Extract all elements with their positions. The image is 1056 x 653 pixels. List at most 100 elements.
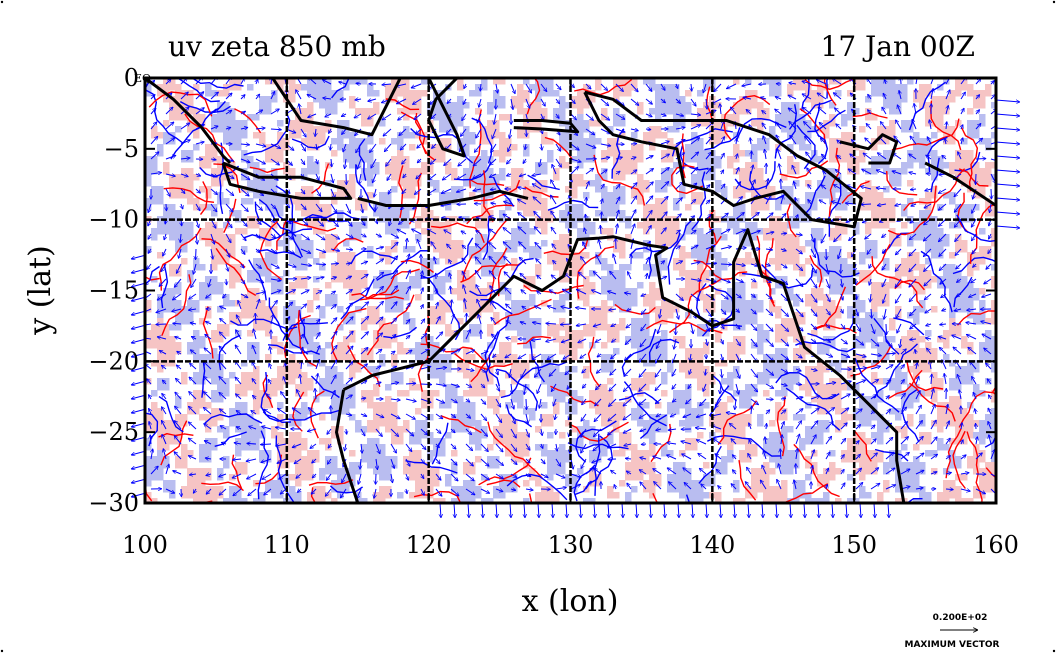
- vorticity-cell: [595, 120, 602, 127]
- vorticity-cell: [211, 330, 218, 337]
- vorticity-cell: [541, 90, 548, 97]
- vorticity-cell: [667, 168, 674, 175]
- vorticity-cell: [223, 426, 230, 433]
- vorticity-cell: [247, 180, 254, 187]
- vorticity-cell: [823, 120, 830, 127]
- vorticity-cell: [499, 258, 506, 265]
- vorticity-cell: [799, 84, 806, 91]
- vorticity-cell: [679, 186, 686, 193]
- vorticity-cell: [307, 456, 314, 463]
- vorticity-cell: [223, 108, 230, 115]
- vorticity-cell: [379, 138, 386, 145]
- vorticity-cell: [859, 150, 866, 157]
- vorticity-cell: [685, 348, 692, 355]
- vorticity-cell: [595, 174, 602, 181]
- vorticity-cell: [679, 108, 686, 115]
- vorticity-cell: [625, 438, 632, 445]
- vorticity-cell: [445, 252, 452, 259]
- vorticity-cell: [661, 198, 668, 205]
- vorticity-cell: [193, 108, 200, 115]
- vorticity-cell: [697, 240, 704, 247]
- vorticity-cell: [787, 372, 794, 379]
- vorticity-cell: [757, 204, 764, 211]
- vorticity-cell: [793, 498, 800, 503]
- vorticity-cell: [715, 462, 722, 469]
- vorticity-cell: [295, 192, 302, 199]
- vorticity-cell: [583, 120, 590, 127]
- vorticity-cell: [421, 336, 428, 343]
- vorticity-cell: [235, 420, 242, 427]
- vorticity-cell: [553, 378, 560, 385]
- vorticity-cell: [637, 324, 644, 331]
- vorticity-cell: [937, 408, 944, 415]
- vorticity-cell: [301, 408, 308, 415]
- vorticity-cell: [871, 162, 878, 169]
- vorticity-cell: [253, 378, 260, 385]
- vorticity-cell: [349, 414, 356, 421]
- vorticity-cell: [409, 174, 416, 181]
- vorticity-cell: [979, 486, 986, 493]
- vorticity-cell: [697, 486, 704, 493]
- vorticity-cell: [427, 486, 434, 493]
- vorticity-cell: [631, 330, 638, 337]
- vorticity-cell: [337, 186, 344, 193]
- vorticity-cell: [229, 498, 236, 503]
- vorticity-cell: [631, 444, 638, 451]
- vorticity-cell: [889, 120, 896, 127]
- vorticity-cell: [301, 114, 308, 121]
- vorticity-cell: [457, 486, 464, 493]
- vorticity-cell: [901, 486, 908, 493]
- vorticity-cell: [961, 150, 968, 157]
- vorticity-cell: [307, 102, 314, 109]
- vorticity-cell: [181, 492, 188, 499]
- vorticity-cell: [589, 396, 596, 403]
- vorticity-cell: [679, 96, 686, 103]
- vorticity-cell: [439, 234, 446, 241]
- vorticity-cell: [445, 384, 452, 391]
- vorticity-cell: [475, 384, 482, 391]
- vorticity-cell: [265, 192, 272, 199]
- vorticity-cell: [571, 96, 578, 103]
- vorticity-cell: [523, 372, 530, 379]
- vorticity-cell: [793, 264, 800, 271]
- vorticity-cell: [865, 420, 872, 427]
- vorticity-cell: [223, 294, 230, 301]
- vorticity-cell: [145, 180, 152, 187]
- vorticity-cell: [775, 354, 782, 361]
- vorticity-cell: [931, 114, 938, 121]
- vorticity-cell: [775, 198, 782, 205]
- vorticity-cell: [427, 450, 434, 457]
- vorticity-cell: [235, 384, 242, 391]
- vorticity-cell: [643, 264, 650, 271]
- vorticity-cell: [757, 486, 764, 493]
- vorticity-cell: [253, 390, 260, 397]
- vorticity-cell: [649, 480, 656, 487]
- vorticity-cell: [499, 132, 506, 139]
- vorticity-cell: [565, 102, 572, 109]
- vorticity-cell: [613, 150, 620, 157]
- vorticity-cell: [217, 324, 224, 331]
- vorticity-contour: [691, 171, 707, 231]
- vorticity-cell: [775, 372, 782, 379]
- vorticity-cell: [391, 354, 398, 361]
- vorticity-cell: [391, 210, 398, 217]
- vorticity-cell: [967, 498, 974, 503]
- vorticity-cell: [619, 480, 626, 487]
- vorticity-cell: [553, 498, 560, 503]
- vorticity-cell: [271, 288, 278, 295]
- vorticity-cell: [493, 462, 500, 469]
- vorticity-cell: [517, 402, 524, 409]
- vorticity-cell: [163, 288, 170, 295]
- vorticity-cell: [235, 228, 242, 235]
- vorticity-cell: [655, 126, 662, 133]
- vorticity-cell: [403, 96, 410, 103]
- vorticity-cell: [613, 336, 620, 343]
- vorticity-cell: [685, 276, 692, 283]
- vorticity-cell: [523, 90, 530, 97]
- vorticity-cell: [433, 390, 440, 397]
- vorticity-cell: [247, 378, 254, 385]
- vorticity-cell: [913, 258, 920, 265]
- vorticity-cell: [979, 438, 986, 445]
- vorticity-cell: [457, 84, 464, 91]
- vorticity-cell: [415, 342, 422, 349]
